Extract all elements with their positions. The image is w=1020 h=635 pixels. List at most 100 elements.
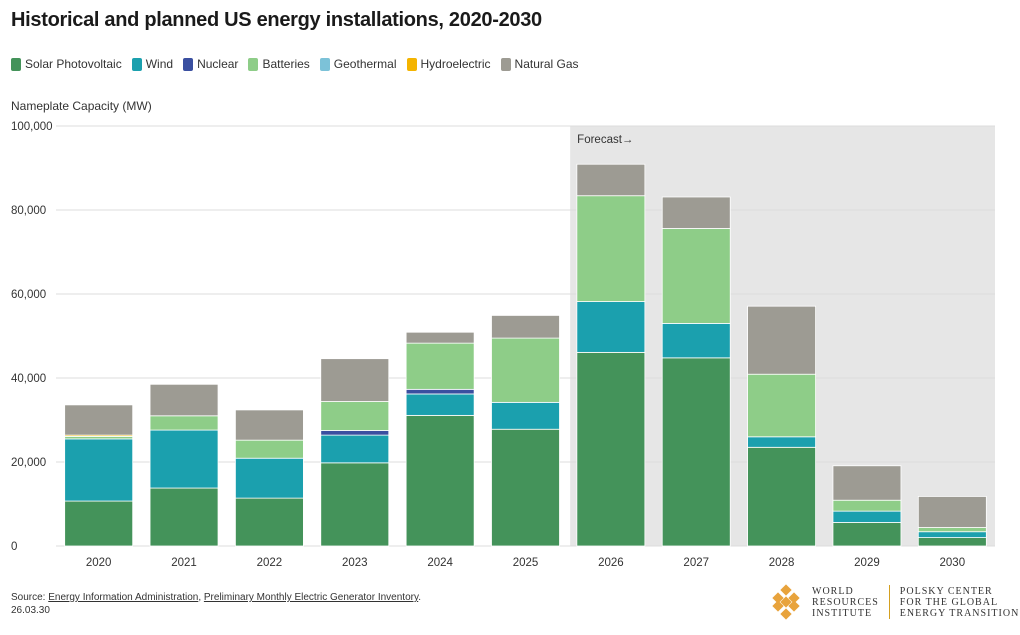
- bar-segment: [832, 510, 902, 523]
- y-tick-label: 40,000: [11, 373, 46, 385]
- legend-label: Wind: [145, 57, 174, 71]
- bar-segment: [235, 439, 304, 459]
- bar-segment: [832, 465, 902, 501]
- polsky-name: POLSKY CENTER FOR THE GLOBAL ENERGY TRAN…: [900, 586, 1020, 619]
- bar-segment: [576, 195, 646, 302]
- x-tick-label: 2030: [940, 557, 966, 569]
- bar-segment: [320, 358, 390, 402]
- bar-segment: [235, 497, 304, 547]
- polsky-line-2: FOR THE GLOBAL: [899, 596, 999, 608]
- bar-segment: [576, 301, 646, 353]
- legend-item: Natural Gas: [500, 57, 579, 71]
- legend-swatch: [11, 57, 21, 71]
- bar-segment: [235, 457, 304, 499]
- legend-label: Batteries: [262, 57, 310, 71]
- x-tick-label: 2025: [513, 557, 539, 569]
- bar-segment: [917, 496, 987, 528]
- legend-label: Nuclear: [197, 57, 239, 71]
- legend-label: Geothermal: [333, 57, 397, 71]
- legend-item: Batteries: [248, 57, 310, 71]
- bar-segment: [149, 487, 219, 547]
- wri-line-3: INSTITUTE: [812, 607, 873, 619]
- source-prefix: Source:: [11, 592, 49, 603]
- source-date: 26.03.30: [11, 605, 50, 616]
- bar-segment: [917, 531, 987, 538]
- legend-swatch: [500, 57, 511, 71]
- legend-item: Nuclear: [183, 57, 238, 71]
- y-tick-label: 0: [11, 541, 17, 553]
- bar-segment: [661, 196, 731, 229]
- legend-item: Solar Photovoltaic: [11, 57, 122, 71]
- x-tick-label: 2023: [342, 557, 368, 569]
- x-tick-label: 2028: [769, 557, 795, 569]
- legend-label: Solar Photovoltaic: [25, 57, 122, 71]
- bar-segment: [320, 430, 390, 436]
- legend-swatch: [248, 57, 259, 71]
- bar-segment: [747, 446, 816, 547]
- legend-label: Hydroelectric: [420, 57, 491, 71]
- bar-segment: [64, 500, 134, 547]
- x-tick-label: 2024: [427, 557, 453, 569]
- bar-segment: [491, 401, 560, 430]
- legend-swatch: [183, 57, 194, 71]
- y-tick-label: 60,000: [11, 289, 46, 301]
- source-link-eia[interactable]: Energy Information Administration: [48, 592, 199, 603]
- bar-segment: [661, 228, 731, 324]
- forecast-label: Forecast→: [577, 134, 633, 146]
- bar-segment: [576, 351, 646, 547]
- bar-segment: [149, 429, 219, 489]
- chart-legend: Solar Photovoltaic Wind Nuclear Batteries Ge…: [11, 57, 589, 71]
- polsky-line-1: POLSKY CENTER: [899, 585, 993, 597]
- bar-segment: [405, 414, 475, 547]
- wri-line-2: RESOURCES: [812, 596, 879, 608]
- legend-swatch: [131, 57, 142, 71]
- bar-segment: [917, 527, 987, 533]
- bar-segment: [235, 409, 304, 441]
- chart-title: Historical and planned US energy install…: [11, 9, 542, 31]
- legend-label: Natural Gas: [514, 57, 579, 71]
- bar-segment: [661, 322, 731, 359]
- legend-swatch: [406, 57, 417, 71]
- bar-segment: [747, 436, 816, 448]
- x-tick-label: 2027: [683, 557, 709, 569]
- legend-item: Wind: [131, 57, 174, 71]
- bar-segment: [149, 383, 219, 417]
- bar-segment: [832, 522, 902, 547]
- bar-segment: [661, 357, 731, 547]
- bar-segment: [832, 499, 902, 512]
- logos: WORLD RESOURCES INSTITUTE POLSKY CENTER …: [768, 584, 1019, 620]
- wri-name: WORLD RESOURCES INSTITUTE: [812, 586, 879, 619]
- legend-item: Geothermal: [319, 57, 397, 71]
- bar-segment: [747, 373, 816, 438]
- bar-segment: [491, 428, 560, 547]
- source-suffix: .: [418, 592, 422, 603]
- source-note: Source: Energy Information Administratio…: [11, 591, 421, 617]
- logo-divider: [888, 585, 890, 619]
- y-tick-label: 80,000: [11, 205, 46, 217]
- y-axis-label: Nameplate Capacity (MW): [11, 99, 152, 113]
- wri-logo-icon: [772, 584, 800, 620]
- legend-swatch: [319, 57, 330, 71]
- x-tick-label: 2021: [171, 557, 197, 569]
- bar-segment: [320, 434, 390, 464]
- y-tick-label: 100,000: [11, 121, 53, 133]
- bar-segment: [405, 331, 475, 344]
- source-link-inventory[interactable]: Preliminary Monthly Electric Generator I…: [203, 592, 419, 603]
- bar-segment: [405, 388, 475, 395]
- x-tick-label: 2026: [598, 557, 624, 569]
- wri-line-1: WORLD: [812, 585, 854, 597]
- legend-item: Hydroelectric: [406, 57, 491, 71]
- bar-segment: [149, 415, 219, 431]
- bar-segment: [491, 315, 560, 339]
- x-tick-label: 2029: [854, 557, 880, 569]
- bar-segment: [64, 438, 134, 502]
- source-separator: ,: [198, 592, 204, 603]
- y-tick-label: 20,000: [11, 457, 46, 469]
- bar-segment: [576, 163, 646, 197]
- x-tick-label: 2022: [257, 557, 283, 569]
- bar-segment: [64, 404, 134, 436]
- bar-segment: [747, 305, 816, 375]
- bar-segment: [405, 342, 475, 390]
- bar-segment: [491, 337, 560, 403]
- bar-segment: [405, 393, 475, 416]
